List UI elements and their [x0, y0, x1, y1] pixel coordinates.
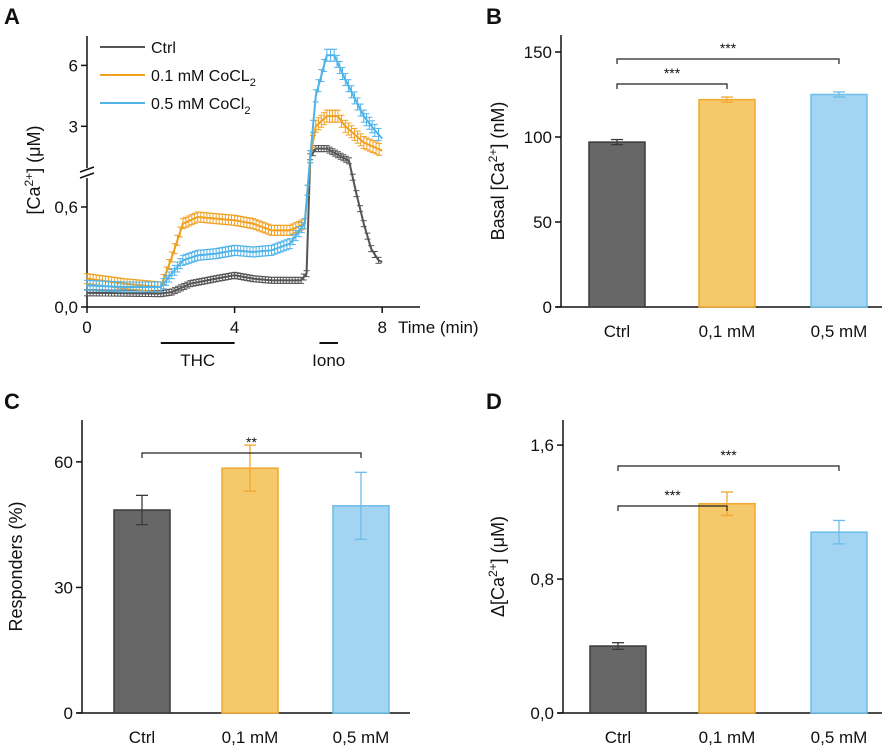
- a-series-line-1: [86, 115, 383, 289]
- d-y-tick-label: 1,6: [530, 436, 554, 455]
- d-y-tick-label: 0,8: [530, 570, 554, 589]
- a-x-tick-label: 8: [377, 318, 386, 337]
- b-significance-label: ***: [720, 40, 737, 56]
- c-category-label: 0,5 mM: [333, 728, 390, 747]
- b-y-tick-label: 50: [533, 213, 552, 232]
- d-category-label: 0,1 mM: [699, 728, 756, 747]
- a-x-tick-label: 0: [82, 318, 91, 337]
- a-axis-break-mark: [79, 172, 95, 179]
- b-significance-bracket: [616, 83, 728, 89]
- b-y-tick-label: 100: [524, 128, 552, 147]
- d-y-axis-label: Δ[Ca2+] (μM): [486, 516, 508, 617]
- b-y-tick-label: 0: [543, 298, 552, 317]
- c-y-tick-label: 30: [54, 578, 73, 597]
- b-category-label: 0,5 mM: [811, 322, 868, 341]
- d-bar: [810, 531, 868, 714]
- legend-label: 0.1 mM CoCL2: [151, 68, 256, 89]
- c-bar: [113, 509, 171, 714]
- panel-label-b: B: [486, 4, 502, 29]
- b-bar: [698, 98, 756, 308]
- b-category-label: Ctrl: [604, 322, 630, 341]
- c-category-label: 0,1 mM: [222, 728, 279, 747]
- a-annotation-label: Iono: [312, 351, 345, 370]
- c-bar: [221, 467, 279, 714]
- a-series-line-2: [86, 54, 383, 288]
- c-bar: [332, 505, 390, 714]
- c-significance-label: **: [246, 434, 257, 450]
- panel-label-c: C: [4, 389, 20, 414]
- legend-label: 0.5 mM CoCl2: [151, 96, 250, 117]
- b-y-axis-label: Basal [Ca2+] (nM): [486, 102, 508, 241]
- d-bar: [589, 645, 647, 714]
- d-significance-label: ***: [720, 447, 737, 463]
- b-category-label: 0,1 mM: [699, 322, 756, 341]
- legend-label: Ctrl: [151, 40, 176, 57]
- a-annotation-label: THC: [180, 351, 215, 370]
- b-bar: [810, 93, 868, 308]
- c-y-tick-label: 60: [54, 453, 73, 472]
- c-y-axis-label: Responders (%): [6, 501, 26, 631]
- b-significance-bracket: [616, 58, 840, 64]
- d-y-tick-label: 0,0: [530, 704, 554, 723]
- a-y-tick-label: 0,6: [54, 198, 78, 217]
- c-category-label: Ctrl: [129, 728, 155, 747]
- b-significance-label: ***: [664, 65, 681, 81]
- panel-label-a: A: [4, 4, 20, 29]
- a-x-axis-label: Time (min): [398, 318, 479, 337]
- d-significance-bracket: [617, 505, 728, 511]
- d-significance-label: ***: [664, 487, 681, 503]
- d-category-label: Ctrl: [605, 728, 631, 747]
- a-axis-break-mark: [79, 166, 95, 173]
- a-y-axis-label: [Ca2+] (μM): [22, 125, 44, 214]
- c-y-tick-label: 0: [64, 704, 73, 723]
- panel-label-d: D: [486, 389, 502, 414]
- a-series-line-0: [86, 147, 383, 295]
- d-significance-bracket: [617, 465, 840, 471]
- a-x-tick-label: 4: [230, 318, 239, 337]
- b-bar: [588, 141, 646, 308]
- a-y-tick-label: 6: [69, 56, 78, 75]
- d-bar: [698, 502, 756, 714]
- a-y-tick-label: 0,0: [54, 298, 78, 317]
- b-y-tick-label: 150: [524, 43, 552, 62]
- a-y-tick-label: 3: [69, 117, 78, 136]
- d-category-label: 0,5 mM: [811, 728, 868, 747]
- c-significance-bracket: [141, 452, 362, 458]
